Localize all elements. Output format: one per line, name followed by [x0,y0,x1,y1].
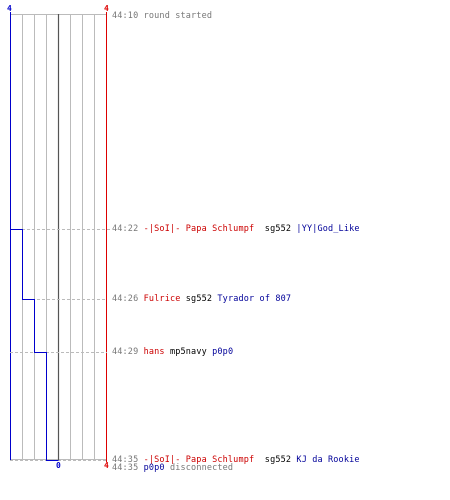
log-timestamp: 44:22 [112,224,139,234]
log-entry: 44:26 Fulrice sg552 Tyrador of 807 [112,294,291,304]
red-axis-bottom-label: 4 [104,461,109,470]
log-system-text: disconnected [169,463,234,473]
log-timestamp: 44:35 [112,455,139,465]
log-victim: p0p0 [212,347,234,357]
log-timestamp: 44:35 [112,463,139,473]
log-timestamp: 44:10 [112,11,139,21]
event-guides [10,229,112,461]
blue-axis-top-label: 4 [7,4,12,13]
log-weapon: sg552 [185,294,213,304]
log-weapon: mp5navy [169,347,207,357]
log-killer: -|SoI|- Papa Schlumpf [143,455,255,465]
log-entry: 44:35 -|SoI|- Papa Schlumpf sg552 KJ da … [112,455,360,465]
grid-lines [22,14,95,460]
log-system-text: round started [143,11,213,21]
log-entry: 44:29 hans mp5navy p0p0 [112,347,233,357]
log-timestamp: 44:29 [112,347,139,357]
log-weapon: sg552 [264,224,292,234]
log-victim: KJ da Rookie [296,455,360,465]
red-axis-top-label: 4 [104,4,109,13]
log-timestamp: 44:26 [112,294,139,304]
log-player: p0p0 [143,463,165,473]
log-entry: 44:35 p0p0 disconnected [112,463,233,473]
log-killer: -|SoI|- Papa Schlumpf [143,224,255,234]
log-victim: |YY|God_Like [296,224,360,234]
center-axis-bottom-label: 0 [56,461,61,470]
log-killer: hans [143,347,165,357]
log-entry: 44:10 round started [112,11,212,21]
log-entry: 44:22 -|SoI|- Papa Schlumpf sg552 |YY|Go… [112,224,360,234]
blue-score-step-line [10,12,59,461]
log-killer: Fulrice [143,294,181,304]
log-weapon: sg552 [264,455,292,465]
log-victim: Tyrador of 807 [217,294,292,304]
